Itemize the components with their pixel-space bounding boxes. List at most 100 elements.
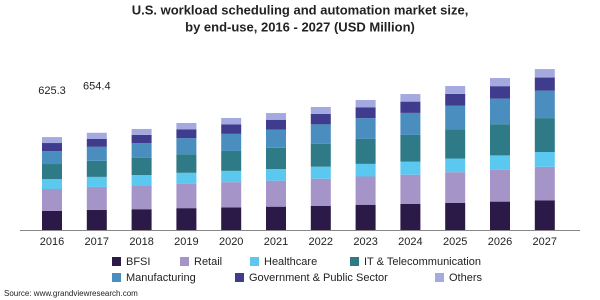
bar-segment <box>490 77 510 87</box>
bar-segment <box>490 155 510 170</box>
bar-segment <box>86 186 107 210</box>
bar-segment <box>445 129 466 159</box>
legend-label: Others <box>449 272 483 284</box>
bar-segment <box>400 174 421 204</box>
bar-segment <box>490 86 510 99</box>
bar-segment <box>310 178 331 206</box>
legend-label: BFSI <box>126 256 150 268</box>
bar-segment <box>266 206 286 230</box>
bar-segment <box>490 169 510 202</box>
bar-segment <box>131 175 152 186</box>
bar-segment <box>42 151 62 165</box>
bar-segment <box>221 124 242 134</box>
bar-segment <box>310 124 331 144</box>
bar-segment <box>42 210 62 230</box>
bar-segment <box>310 143 331 167</box>
bar-segment <box>534 69 555 78</box>
source: Source: www.grandviewresearch.com <box>4 289 138 298</box>
total-label: 625.3 <box>38 85 66 97</box>
x-tick-label: 2026 <box>488 236 512 248</box>
bar-segment <box>266 113 286 120</box>
bar-segment <box>266 119 286 130</box>
bar-segment <box>131 143 152 158</box>
bar-segment <box>86 138 107 147</box>
legend-label: IT & Telecommunication <box>364 256 481 268</box>
x-tick-label: 2024 <box>398 236 422 248</box>
bar-segment <box>42 137 62 144</box>
bar-segment <box>400 161 421 175</box>
bar-segment <box>400 134 421 162</box>
bar-segment <box>445 93 466 106</box>
x-tick-label: 2016 <box>40 236 64 248</box>
bar-segment <box>42 143 62 152</box>
bar-segment <box>355 99 376 108</box>
legend-swatch <box>350 257 359 266</box>
bar-segment <box>534 90 555 119</box>
bar-segment <box>221 182 242 208</box>
bar-segment <box>86 209 107 230</box>
bar-segment <box>400 203 421 230</box>
chart-title: U.S. workload scheduling and automation … <box>132 2 469 17</box>
bar-segment <box>176 154 197 173</box>
bar-segment <box>176 183 197 209</box>
legend-swatch <box>112 257 121 266</box>
bar-segment <box>490 201 510 230</box>
bar-segment <box>176 138 197 155</box>
bar-segment <box>176 129 197 139</box>
bar-segment <box>86 160 107 177</box>
bar-segment <box>445 86 466 94</box>
legend-label: Government & Public Sector <box>249 272 388 284</box>
bar-segment <box>355 107 376 119</box>
bar-segment <box>355 118 376 139</box>
bar-segment <box>266 169 286 181</box>
total-label: 654.4 <box>83 81 111 93</box>
bar-segment <box>400 94 421 102</box>
bar-segment <box>131 209 152 230</box>
bar-segment <box>266 180 286 207</box>
legend-swatch <box>180 257 189 266</box>
x-tick-label: 2027 <box>533 236 557 248</box>
bar-segment <box>42 188 62 211</box>
bar-segment <box>176 208 197 230</box>
bar-segment <box>445 172 466 203</box>
bar-segment <box>534 200 555 230</box>
bar-segment <box>355 163 376 177</box>
x-tick-label: 2022 <box>309 236 333 248</box>
x-tick-label: 2017 <box>85 236 109 248</box>
bar-segment <box>221 170 242 183</box>
x-tick-label: 2023 <box>353 236 377 248</box>
bar-segment <box>355 138 376 164</box>
legend-swatch <box>235 273 244 282</box>
bar-segment <box>355 176 376 205</box>
bar-segment <box>131 128 152 135</box>
legend-swatch <box>435 273 444 282</box>
bar-segment <box>221 207 242 230</box>
legend-swatch <box>112 273 121 282</box>
legend-label: Manufacturing <box>126 272 196 284</box>
legend-label: Healthcare <box>264 256 317 268</box>
bar-segment <box>131 134 152 144</box>
bar-segment <box>445 158 466 173</box>
bar-segment <box>86 176 107 187</box>
bar-segment <box>400 112 421 135</box>
bar-segment <box>534 77 555 91</box>
bar-segment <box>310 106 331 114</box>
bar-segment <box>131 157 152 176</box>
bar-segment <box>266 129 286 148</box>
legend-label: Retail <box>194 256 222 268</box>
bar-segment <box>310 205 331 230</box>
chart-subtitle: by end-use, 2016 - 2027 (USD Million) <box>185 19 415 34</box>
bar-segment <box>355 204 376 230</box>
bar-segment <box>310 166 331 179</box>
bar-segment <box>42 164 62 180</box>
bar-segment <box>86 146 107 161</box>
bar-segment <box>400 101 421 113</box>
bar-segment <box>86 132 107 139</box>
x-tick-label: 2018 <box>129 236 153 248</box>
bar-segment <box>176 172 197 184</box>
bar-segment <box>310 113 331 125</box>
bar-segment <box>221 117 242 125</box>
x-tick-label: 2021 <box>264 236 288 248</box>
bar-segment <box>534 118 555 152</box>
